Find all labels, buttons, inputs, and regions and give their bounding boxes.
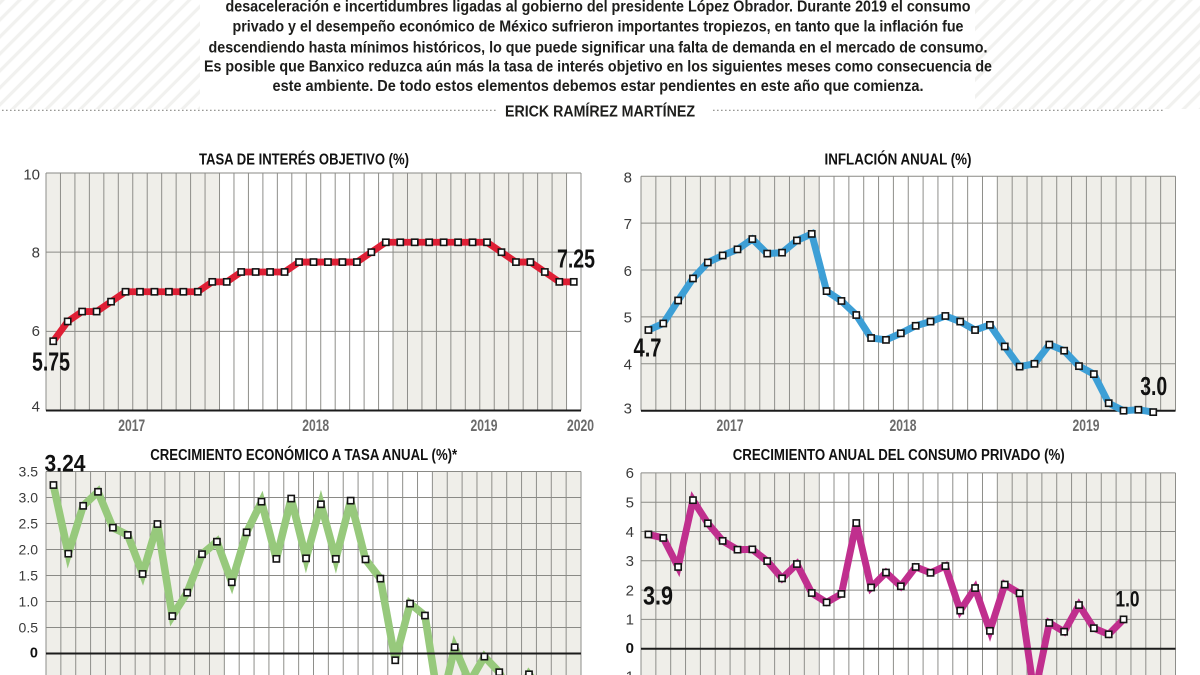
svg-text:6: 6	[626, 465, 634, 482]
svg-text:1.5: 1.5	[19, 568, 39, 584]
svg-text:7: 7	[624, 216, 632, 233]
svg-text:10: 10	[23, 166, 40, 183]
svg-text:3.0: 3.0	[1140, 371, 1167, 401]
svg-text:2017: 2017	[717, 416, 744, 435]
svg-text:8: 8	[32, 245, 40, 262]
svg-text:Es posible que Banxico reduzca: Es posible que Banxico reduzca aún más l…	[204, 59, 992, 76]
svg-text:8: 8	[624, 170, 632, 187]
svg-text:CRECIMIENTO ECONÓMICO A TASA A: CRECIMIENTO ECONÓMICO A TASA ANUAL (%)*	[150, 445, 458, 464]
svg-text:2.5: 2.5	[19, 516, 39, 532]
svg-text:3: 3	[624, 401, 632, 418]
svg-text:1: 1	[626, 612, 634, 629]
svg-text:2019: 2019	[1073, 416, 1100, 435]
svg-text:desaceleración e incertidumbre: desaceleración e incertidumbres ligadas …	[226, 0, 971, 15]
svg-text:3.0: 3.0	[19, 490, 39, 506]
svg-text:4: 4	[626, 524, 634, 541]
svg-text:4: 4	[624, 357, 632, 374]
svg-text:5.75: 5.75	[32, 347, 70, 377]
svg-text:0: 0	[626, 640, 634, 657]
svg-text:3.5: 3.5	[19, 464, 39, 480]
svg-text:descendiendo hasta mínimos his: descendiendo hasta mínimos históricos, l…	[209, 39, 988, 56]
svg-text:3: 3	[626, 553, 634, 570]
svg-text:-1: -1	[621, 668, 634, 675]
svg-text:4: 4	[32, 398, 40, 415]
svg-text:2.0: 2.0	[19, 542, 39, 558]
svg-text:privado y el desempeño económi: privado y el desempeño económico de Méxi…	[233, 19, 964, 36]
svg-text:1.0: 1.0	[19, 594, 39, 610]
svg-text:ERICK RAMÍREZ MARTÍNEZ: ERICK RAMÍREZ MARTÍNEZ	[505, 102, 695, 121]
svg-text:este ambiente. De todo estos e: este ambiente. De todo estos elementos d…	[273, 78, 924, 95]
svg-text:4.7: 4.7	[634, 333, 662, 363]
svg-text:6: 6	[32, 323, 40, 340]
svg-text:5: 5	[624, 309, 632, 326]
svg-text:1.0: 1.0	[1116, 587, 1140, 612]
svg-text:2019: 2019	[471, 416, 498, 435]
svg-text:6: 6	[624, 263, 632, 280]
svg-text:2020: 2020	[567, 416, 594, 435]
svg-text:2018: 2018	[890, 416, 917, 435]
svg-text:2018: 2018	[302, 416, 329, 435]
svg-text:CRECIMIENTO ANUAL DEL CONSUMO: CRECIMIENTO ANUAL DEL CONSUMO PRIVADO (%…	[733, 447, 1065, 464]
svg-text:TASA DE INTERÉS OBJETIVO (%): TASA DE INTERÉS OBJETIVO (%)	[199, 150, 409, 169]
svg-text:3.9: 3.9	[643, 581, 673, 611]
svg-text:0.5: 0.5	[19, 620, 39, 636]
svg-text:2: 2	[626, 582, 634, 599]
svg-text:7.25: 7.25	[557, 244, 595, 274]
svg-text:5: 5	[626, 495, 634, 512]
svg-text:2017: 2017	[118, 416, 145, 435]
svg-text:0: 0	[30, 646, 38, 662]
svg-text:INFLACIÓN ANUAL (%): INFLACIÓN ANUAL (%)	[825, 150, 972, 169]
svg-text:3.24: 3.24	[45, 451, 86, 478]
